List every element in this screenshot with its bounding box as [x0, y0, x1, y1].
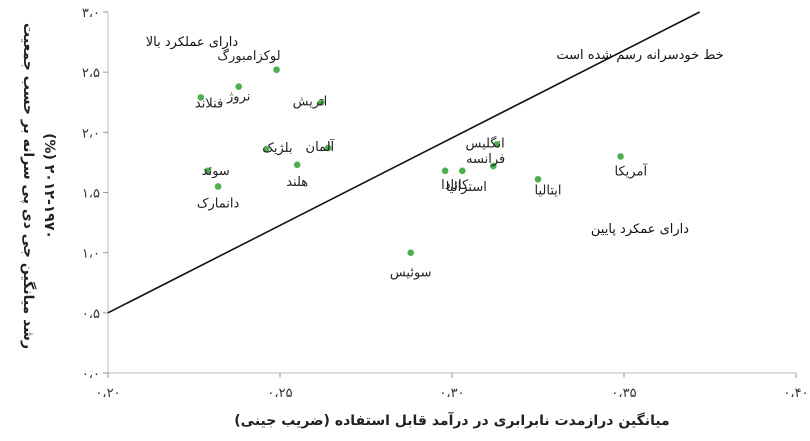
- data-point: [317, 98, 325, 106]
- data-point: [262, 145, 270, 153]
- annotation-high-performance: دارای عملکرد بالا: [146, 35, 239, 50]
- y-axis-title-line2: ۲۰۱۲-۱۹۷۰ (%): [41, 133, 57, 239]
- x-tick-label: ۰،۴۰: [783, 386, 808, 401]
- y-tick-label: ۲،۵: [82, 66, 100, 81]
- point-label: فرانسه: [466, 152, 505, 167]
- reference-line-label: خط خودسرانه رسم شده است: [556, 48, 723, 63]
- point-label: هلند: [286, 175, 308, 190]
- point-label: ایتالیا: [535, 183, 562, 198]
- data-point: [293, 161, 301, 169]
- y-tick-label: ۱،۰: [82, 247, 100, 262]
- data-point: [197, 94, 205, 101]
- point-label: سوئیس: [390, 266, 432, 281]
- point-label: نروژ: [226, 90, 250, 105]
- point-label: انگلیس: [466, 135, 505, 151]
- data-point: [273, 66, 280, 74]
- y-tick-label: ۱،۵: [82, 187, 100, 202]
- data-point: [214, 183, 222, 190]
- data-point: [489, 162, 497, 170]
- point-label: کانادا: [441, 178, 469, 193]
- data-point: [407, 249, 415, 256]
- point-label: آلمان: [306, 138, 336, 155]
- point-label: اتریش: [293, 94, 328, 109]
- reference-line: [107, 11, 701, 314]
- y-tick-label: ۰،۵: [82, 307, 100, 322]
- y-tick-label: ۳،۰: [82, 6, 100, 21]
- data-point: [459, 167, 466, 175]
- y-axis-title-line1: رشد میانگین جی دی پی سرانه بر حسب جمعیت: [20, 23, 37, 349]
- point-label: فنلاند: [195, 96, 223, 111]
- annotation-low-performance: دارای عمکرد پایین: [591, 222, 689, 237]
- data-point: [235, 83, 243, 90]
- point-label: لوکزامبورگ: [217, 47, 280, 64]
- y-tick-label: ۰،۰: [82, 367, 100, 382]
- data-point: [204, 167, 212, 175]
- x-tick-label: ۰،۲۵: [267, 386, 292, 401]
- x-tick-label: ۰،۳۰: [439, 386, 464, 401]
- data-points: [197, 66, 624, 256]
- x-axis-ticks: ۰،۲۰ ۰،۲۵ ۰،۳۰ ۰،۳۵ ۰،۴۰: [95, 373, 809, 401]
- y-axis-ticks: ۰،۰ ۰،۵ ۱،۰ ۱،۵ ۲،۰ ۲،۵ ۳،۰: [82, 6, 108, 382]
- point-label: استرالیا: [446, 180, 487, 195]
- data-point: [617, 153, 624, 160]
- data-point: [493, 141, 501, 148]
- x-tick-label: ۰،۳۵: [611, 386, 636, 401]
- data-point: [534, 175, 542, 183]
- data-point: [324, 144, 332, 152]
- point-label: سوئد: [202, 164, 230, 179]
- y-tick-label: ۲،۰: [82, 126, 100, 141]
- point-label: آمریکا: [615, 162, 649, 179]
- x-axis-title: میانگین درازمدت نابرابری در درآمد قابل ا…: [234, 411, 669, 429]
- point-label: بلژیک: [262, 141, 292, 156]
- point-label: دانمارک: [197, 196, 240, 211]
- data-point: [441, 167, 449, 175]
- x-tick-label: ۰،۲۰: [95, 386, 120, 401]
